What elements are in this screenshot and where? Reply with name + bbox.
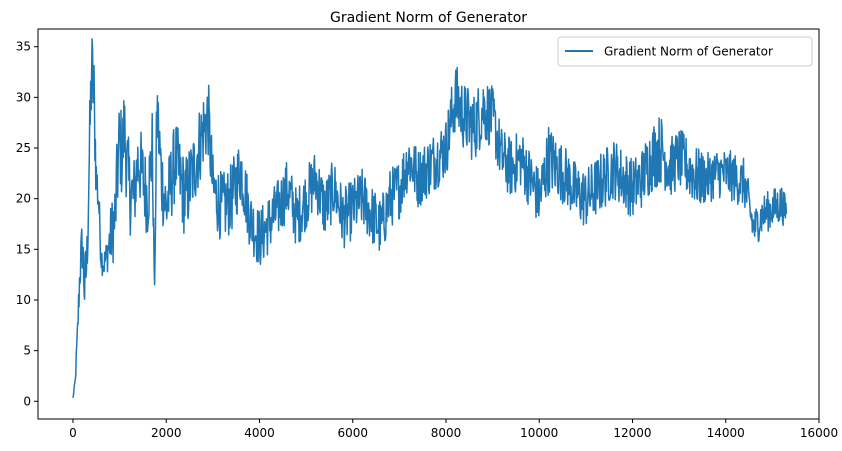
x-tick-label: 10000 — [520, 426, 558, 440]
legend-box — [557, 36, 813, 67]
y-tick-label: 0 — [23, 394, 31, 408]
y-tick-label: 35 — [16, 40, 31, 54]
x-tick-label: 0 — [69, 426, 77, 440]
x-tick-label: 16000 — [800, 426, 838, 440]
x-tick-label: 8000 — [431, 426, 462, 440]
y-tick-label: 15 — [16, 242, 31, 256]
x-tick-label: 14000 — [707, 426, 745, 440]
legend-label: Gradient Norm of Generator — [604, 45, 773, 59]
y-tick-label: 20 — [16, 192, 31, 206]
x-tick-label: 4000 — [244, 426, 275, 440]
series-layer — [72, 38, 788, 399]
x-tick-label: 2000 — [151, 426, 182, 440]
plot-frame — [37, 28, 820, 420]
series-line — [72, 38, 788, 399]
plot-background — [38, 29, 819, 419]
y-tick-label: 10 — [16, 293, 31, 307]
y-tick-label: 25 — [16, 141, 31, 155]
y-tick-label: 5 — [23, 344, 31, 358]
plot-area — [37, 28, 820, 420]
legend: Gradient Norm of Generator — [557, 36, 813, 67]
y-tick-label: 30 — [16, 90, 31, 104]
x-tick-label: 6000 — [337, 426, 368, 440]
chart-title: Gradient Norm of Generator — [330, 10, 527, 26]
x-axis: 0 2000 4000 6000 8000 10000 12000 14000 16000 — [69, 419, 838, 440]
x-tick-label: 12000 — [613, 426, 651, 440]
y-axis: 0 5 10 15 20 25 30 35 — [16, 40, 38, 408]
